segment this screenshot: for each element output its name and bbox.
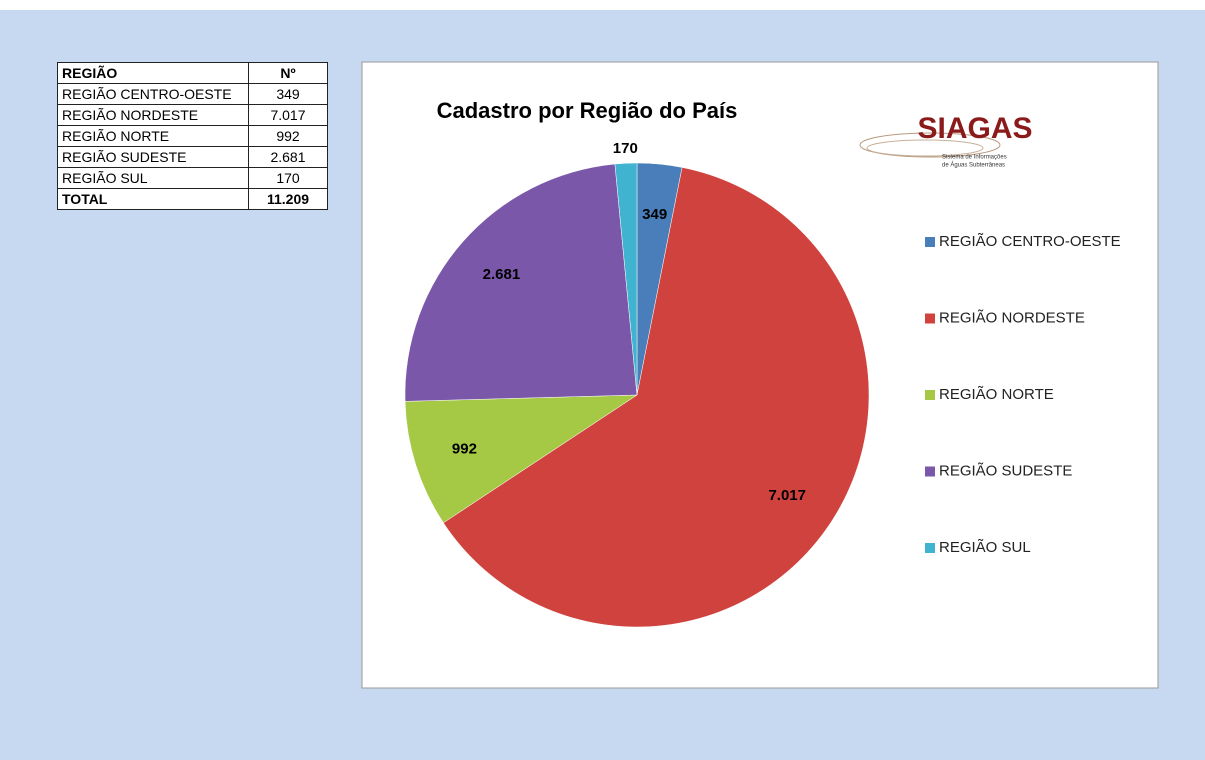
data-label: 170 (613, 140, 638, 157)
table-cell: 7.017 (248, 104, 328, 126)
legend-label: REGIÃO NORTE (939, 386, 1054, 403)
logo-subtitle: de Águas Subterrâneas (942, 162, 1005, 169)
data-label: 2.681 (483, 266, 521, 283)
data-label: 992 (452, 440, 477, 457)
top-strip (0, 0, 1205, 10)
pie-slice (404, 163, 638, 402)
legend-swatch (925, 543, 935, 553)
table-row: REGIÃO NORTE 992 (57, 125, 328, 147)
table-row: REGIÃO SUDESTE 2.681 (57, 146, 328, 168)
legend-swatch (925, 237, 935, 247)
data-table: REGIÃO Nº REGIÃO CENTRO-OESTE 349 REGIÃO NO… (57, 62, 328, 210)
legend-label: REGIÃO CENTRO-OESTE (939, 233, 1121, 250)
pie-slice (404, 394, 638, 524)
table-cell: TOTAL (57, 188, 249, 210)
logo-swoosh (859, 132, 1001, 158)
data-label: 349 (642, 206, 667, 223)
legend-swatch (925, 466, 935, 477)
table-header: REGIÃO Nº (57, 62, 328, 84)
table-cell: REGIÃO SUDESTE (57, 146, 249, 168)
table-cell: 11.209 (248, 188, 328, 210)
legend-label: REGIÃO SUDESTE (939, 462, 1072, 479)
legend-label: REGIÃO SUL (939, 539, 1031, 556)
legend-label: REGIÃO NORDESTE (939, 309, 1085, 326)
pie-slice (614, 162, 638, 396)
table-cell: 2.681 (248, 146, 328, 168)
chart-title: Cadastro por Região do País (437, 98, 738, 123)
table-body: REGIÃO Nº REGIÃO CENTRO-OESTE 349 REGIÃO NO… (57, 62, 328, 210)
logo-subtitle: Sistema de Informações (942, 155, 1007, 161)
table-row: TOTAL 11.209 (57, 188, 328, 210)
legend-swatch (925, 390, 935, 400)
logo-swoosh (866, 139, 984, 157)
logo: SIAGAS Sistema de Informações de Águas S… (859, 112, 1033, 169)
pie-slice (443, 167, 870, 628)
legend-swatch (925, 313, 935, 324)
data-label: 7.017 (768, 487, 806, 504)
table-row: REGIÃO SUL 170 (57, 167, 328, 189)
logo-name: SIAGAS (917, 112, 1032, 145)
